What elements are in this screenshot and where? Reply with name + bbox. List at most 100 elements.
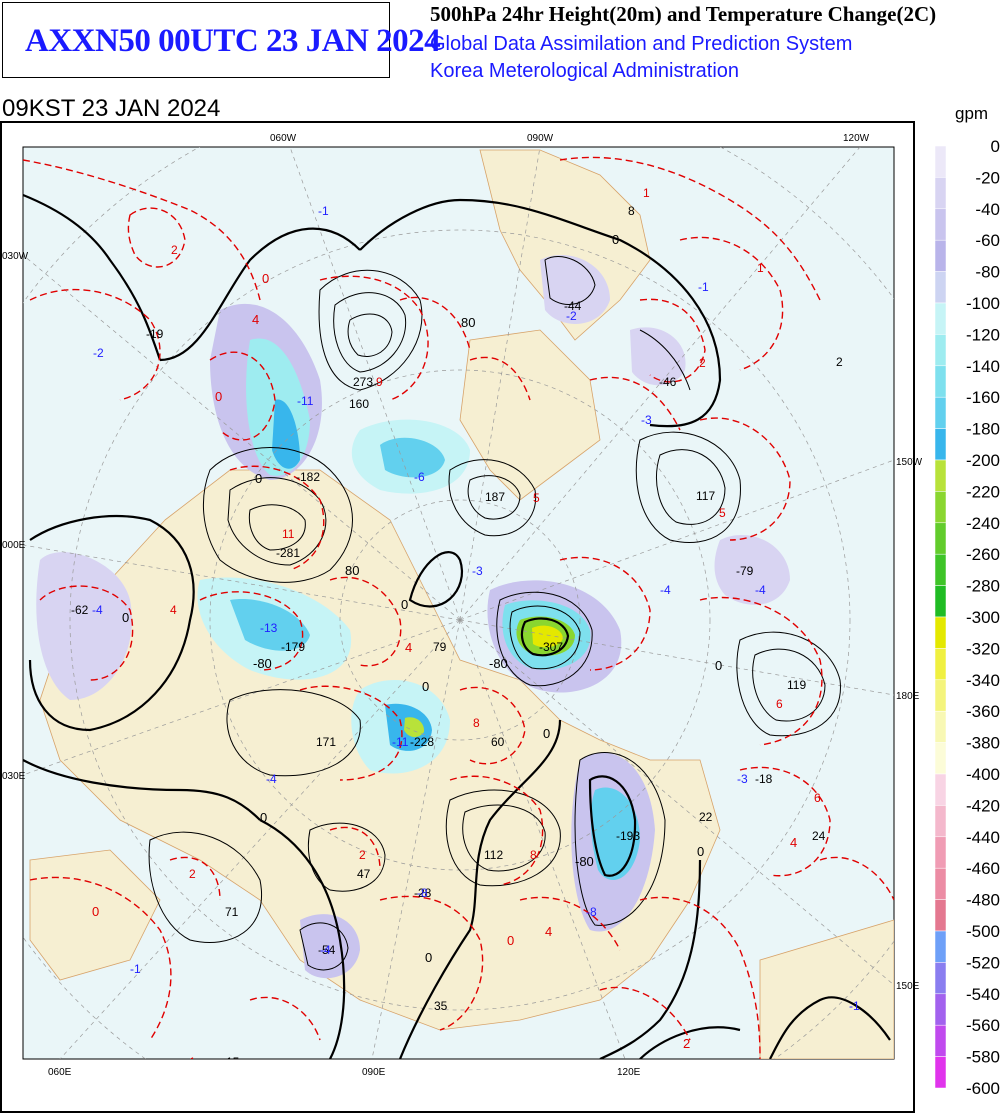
temp-label: 6 — [814, 791, 821, 805]
legend-swatch — [934, 805, 947, 838]
height-label: -193 — [616, 829, 640, 843]
height-label: 273 — [353, 375, 373, 389]
temp-label: 2 — [189, 867, 196, 881]
height-contours — [23, 193, 891, 1059]
temp-label: -13 — [260, 621, 278, 635]
height-label: -182 — [296, 470, 320, 484]
legend-level-label: -180 — [966, 420, 1000, 439]
legend-swatch — [934, 522, 947, 555]
lon-label: 120W — [843, 133, 870, 144]
contour-label: 0 — [543, 726, 550, 741]
color-legend: 0 -20 -40 -60 -80 -100 -120 -140 -160 -180 -200 -22… — [934, 137, 1000, 1098]
height-label: 79 — [433, 640, 447, 654]
temp-label: -4 — [755, 583, 766, 597]
height-label: 171 — [316, 735, 336, 749]
height-label: -44 — [564, 299, 582, 313]
height-label: -19 — [146, 327, 164, 341]
legend-level-label: -20 — [975, 168, 1000, 187]
temperature-label-layer: 2 1 1 -1 -2 -1 -2 2 -3 9 -11 -6 5 11 -4 … — [92, 186, 860, 1069]
legend-level-label: -160 — [966, 388, 1000, 407]
contour-label: 0 — [612, 232, 619, 247]
legend-swatch — [934, 302, 947, 335]
legend-level-label: -60 — [975, 231, 1000, 250]
valid-time: 09KST 23 JAN 2024 — [2, 95, 221, 122]
lon-label: 030E — [2, 771, 26, 782]
temp-label: -11 — [297, 394, 314, 408]
lon-label: 120E — [617, 1067, 641, 1078]
lon-label: 150W — [896, 457, 923, 468]
legend-unit: gpm — [955, 104, 989, 123]
legend-level-label: -600 — [966, 1079, 1000, 1098]
temp-label: 5 — [533, 491, 540, 505]
height-label: 22 — [699, 810, 713, 824]
temp-label: 6 — [776, 697, 783, 711]
temperature-contours — [23, 156, 894, 1059]
legend-level-label: -320 — [966, 639, 1000, 658]
temp-label: -1 — [318, 204, 329, 218]
temp-label: 1 — [189, 1055, 196, 1069]
legend-swatch — [934, 710, 947, 743]
legend-level-label: -560 — [966, 1016, 1000, 1035]
legend-level-label: -80 — [975, 263, 1000, 282]
temp-label: 4 — [170, 603, 177, 617]
legend-level-label: -400 — [966, 765, 1000, 784]
temp-label: 8 — [530, 848, 537, 862]
contour-label: 0 — [422, 679, 429, 694]
contour-label: 0 — [215, 389, 222, 404]
legend-swatch — [934, 616, 947, 649]
legend-swatch — [934, 679, 947, 712]
height-label: -228 — [410, 735, 434, 749]
contour-label: 0 — [262, 271, 269, 286]
temp-label: -4 — [266, 772, 277, 786]
legend-swatch — [934, 334, 947, 367]
lon-label: 090W — [527, 133, 554, 144]
legend-swatch — [934, 930, 947, 963]
temp-label: -2 — [566, 309, 577, 323]
temp-label: -4 — [660, 583, 671, 597]
height-label: 71 — [225, 905, 239, 919]
temp-label: 2 — [359, 848, 366, 862]
legend-level-label: -100 — [966, 294, 1000, 313]
legend-level-label: -40 — [975, 200, 1000, 219]
height-label-layer: -19 273 160 -182 8 -44 -46 2 117 -281 -6… — [71, 204, 843, 1069]
legend-swatch — [934, 585, 947, 618]
legend-swatch — [934, 396, 947, 429]
lon-label: 090E — [362, 1067, 386, 1078]
contour-label: 0 — [401, 597, 408, 612]
legend-swatch — [934, 773, 947, 806]
temp-label: -1 — [849, 999, 860, 1013]
height-label: -54 — [318, 943, 336, 957]
legend-level-label: -380 — [966, 734, 1000, 753]
height-label: -18 — [755, 772, 773, 786]
contour-label: 80 — [461, 315, 475, 330]
legend-level-label: -500 — [966, 922, 1000, 941]
contour-label: 0 — [122, 610, 129, 625]
contour-label: 4 — [790, 835, 797, 850]
temp-label: 2 — [171, 243, 178, 257]
legend-level-label: -260 — [966, 545, 1000, 564]
temp-label: -3 — [641, 413, 652, 427]
height-label: 112 — [484, 848, 503, 862]
height-label: 187 — [485, 490, 505, 504]
height-label: 15 — [226, 1055, 240, 1069]
legend-level-label: 0 — [991, 137, 1000, 156]
contour-label-layer: 0 80 0 80 0 -80 0 0 -80 0 0 -80 0 0 0 4 … — [92, 232, 797, 1051]
contour-label: 0 — [715, 658, 722, 673]
legend-swatch — [934, 365, 947, 398]
legend-swatch — [934, 993, 947, 1026]
temp-label: -1 — [130, 962, 141, 976]
height-label: 47 — [357, 867, 371, 881]
height-label: -281 — [276, 546, 300, 560]
temp-label: -1 — [698, 280, 709, 294]
height-label: 119 — [787, 678, 806, 692]
contour-label: 0 — [260, 810, 267, 825]
temp-label: -8 — [586, 905, 597, 919]
height-label: 24 — [812, 829, 826, 843]
legend-swatch — [934, 836, 947, 869]
legend-swatch — [934, 867, 947, 900]
contour-label: 4 — [252, 312, 259, 327]
height-label: -179 — [281, 640, 305, 654]
temp-label: 1 — [643, 186, 650, 200]
lon-label: 060W — [270, 133, 297, 144]
graticule — [23, 147, 894, 1059]
